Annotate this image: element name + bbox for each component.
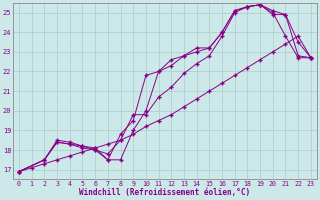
X-axis label: Windchill (Refroidissement éolien,°C): Windchill (Refroidissement éolien,°C) [79,188,251,197]
